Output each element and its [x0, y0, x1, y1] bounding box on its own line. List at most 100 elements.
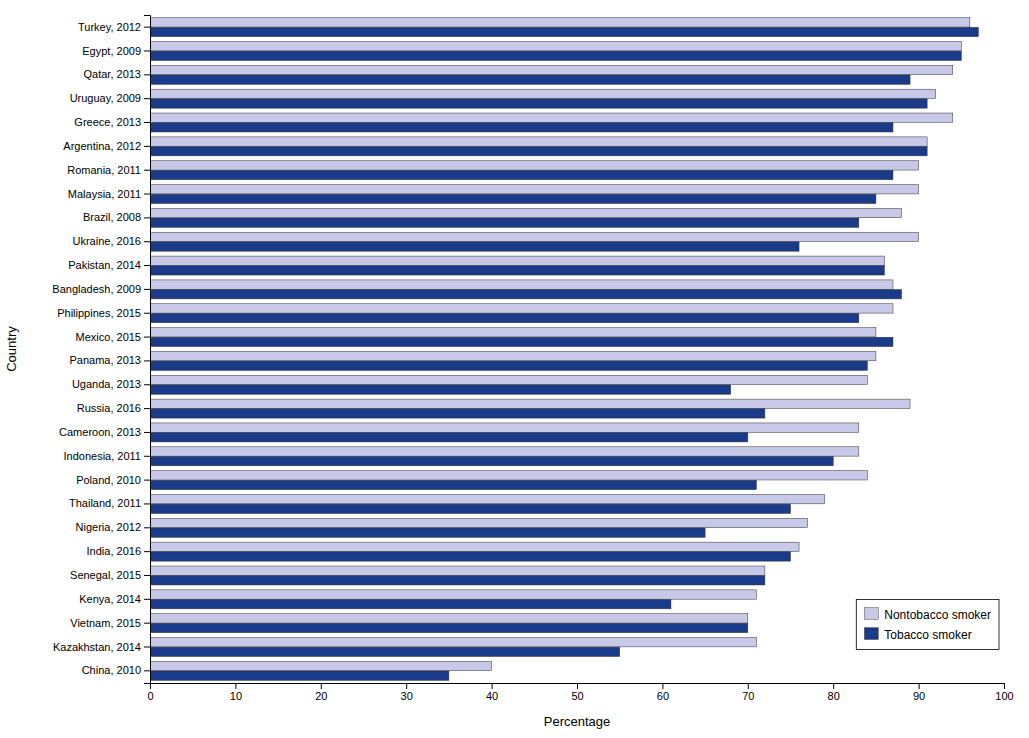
y-tick-label: Kenya, 2014 — [79, 593, 141, 605]
x-tick-label: 50 — [571, 690, 583, 702]
bar — [150, 504, 791, 513]
bar — [150, 328, 876, 337]
bar — [150, 638, 756, 647]
bar — [150, 194, 876, 203]
x-tick-mark — [577, 683, 578, 689]
y-tick-mark — [144, 98, 150, 99]
y-tick-label: Indonesia, 2011 — [64, 450, 141, 462]
bar — [150, 456, 833, 465]
y-tick-mark — [144, 575, 150, 576]
bar — [150, 385, 731, 394]
y-tick: Uruguay, 2009 — [70, 92, 150, 104]
y-tick-mark — [144, 194, 150, 195]
legend: Nontobacco smoker Tobacco smoker — [856, 600, 999, 650]
y-tick-label: India, 2016 — [87, 545, 141, 557]
x-tick: 60 — [657, 683, 669, 702]
x-tick-mark — [748, 683, 749, 689]
bar — [150, 433, 748, 442]
legend-frame — [856, 600, 999, 650]
y-tick-mark — [144, 551, 150, 552]
y-tick: Egypt, 2009 — [82, 45, 150, 57]
x-tick: 20 — [315, 683, 327, 702]
x-tick-mark — [919, 683, 920, 689]
x-tick-label: 10 — [230, 690, 242, 702]
x-tick: 10 — [230, 683, 242, 702]
x-tick-mark — [662, 683, 663, 689]
y-tick-mark — [144, 289, 150, 290]
bar — [150, 137, 927, 146]
bar — [150, 208, 902, 217]
x-tick-mark — [492, 683, 493, 689]
y-tick-label: Kazakhstan, 2014 — [53, 641, 141, 653]
y-tick-mark — [144, 217, 150, 218]
y-tick: Greece, 2013 — [74, 116, 150, 128]
bar — [150, 542, 799, 551]
y-tick-label: Cameroon, 2013 — [59, 426, 141, 438]
y-tick-label: Vietnam, 2015 — [70, 617, 141, 629]
x-tick-label: 0 — [147, 690, 153, 702]
bar — [150, 661, 492, 670]
bar — [150, 361, 867, 370]
bar — [150, 599, 671, 608]
legend-label: Tobacco smoker — [884, 628, 971, 642]
y-tick-mark — [144, 360, 150, 361]
bar-series — [150, 18, 970, 671]
y-tick: China, 2010 — [82, 664, 150, 676]
x-tick-label: 100 — [995, 690, 1013, 702]
bar — [150, 375, 867, 384]
x-axis: 0102030405060708090100 — [147, 683, 1013, 702]
bar — [150, 51, 961, 60]
y-tick-mark — [144, 122, 150, 123]
y-tick-label: Panama, 2013 — [69, 354, 141, 366]
bar — [150, 89, 936, 98]
y-tick-mark — [144, 337, 150, 338]
y-tick: Qatar, 2013 — [84, 68, 151, 80]
y-tick-mark — [144, 480, 150, 481]
y-tick-label: Romania, 2011 — [67, 164, 141, 176]
x-tick-mark — [1004, 683, 1005, 689]
y-tick-mark — [144, 432, 150, 433]
x-tick-mark — [406, 683, 407, 689]
bar — [150, 528, 705, 537]
y-tick: Poland, 2010 — [76, 474, 150, 486]
y-tick-label: Uruguay, 2009 — [70, 92, 141, 104]
y-tick-label: Egypt, 2009 — [82, 45, 141, 57]
bar — [150, 566, 765, 575]
x-tick: 100 — [995, 683, 1013, 702]
bar — [150, 552, 791, 561]
legend-label: Nontobacco smoker — [884, 608, 991, 622]
x-tick-label: 40 — [486, 690, 498, 702]
y-tick: Ukraine, 2016 — [73, 235, 151, 247]
bar — [150, 280, 893, 289]
y-tick-mark — [144, 384, 150, 385]
y-tick: Russia, 2016 — [77, 402, 150, 414]
x-tick-label: 90 — [913, 690, 925, 702]
y-tick: Cameroon, 2013 — [59, 426, 150, 438]
y-tick: India, 2016 — [87, 545, 150, 557]
y-tick-label: Bangladesh, 2009 — [52, 283, 141, 295]
y-tick-mark — [144, 647, 150, 648]
bar — [150, 170, 893, 179]
bar — [150, 161, 919, 170]
y-tick-label: China, 2010 — [82, 664, 141, 676]
bar — [150, 65, 953, 74]
x-tick-label: 20 — [315, 690, 327, 702]
y-tick-label: Uganda, 2013 — [72, 378, 141, 390]
bar — [150, 123, 893, 132]
y-tick: Romania, 2011 — [67, 164, 150, 176]
y-tick: Pakistan, 2014 — [68, 259, 150, 271]
y-tick: Kenya, 2014 — [79, 593, 150, 605]
y-tick-mark — [144, 50, 150, 51]
y-tick-label: Nigeria, 2012 — [76, 521, 141, 533]
y-tick: Malaysia, 2011 — [68, 188, 150, 200]
x-tick-label: 80 — [828, 690, 840, 702]
y-tick-label: Mexico, 2015 — [76, 331, 141, 343]
y-tick-mark — [144, 241, 150, 242]
y-tick-mark — [144, 527, 150, 528]
y-tick: Indonesia, 2011 — [64, 450, 150, 462]
bar — [150, 623, 748, 632]
y-tick-mark — [144, 27, 150, 28]
bar — [150, 256, 884, 265]
y-tick: Philippines, 2015 — [57, 307, 150, 319]
bar — [150, 266, 884, 275]
